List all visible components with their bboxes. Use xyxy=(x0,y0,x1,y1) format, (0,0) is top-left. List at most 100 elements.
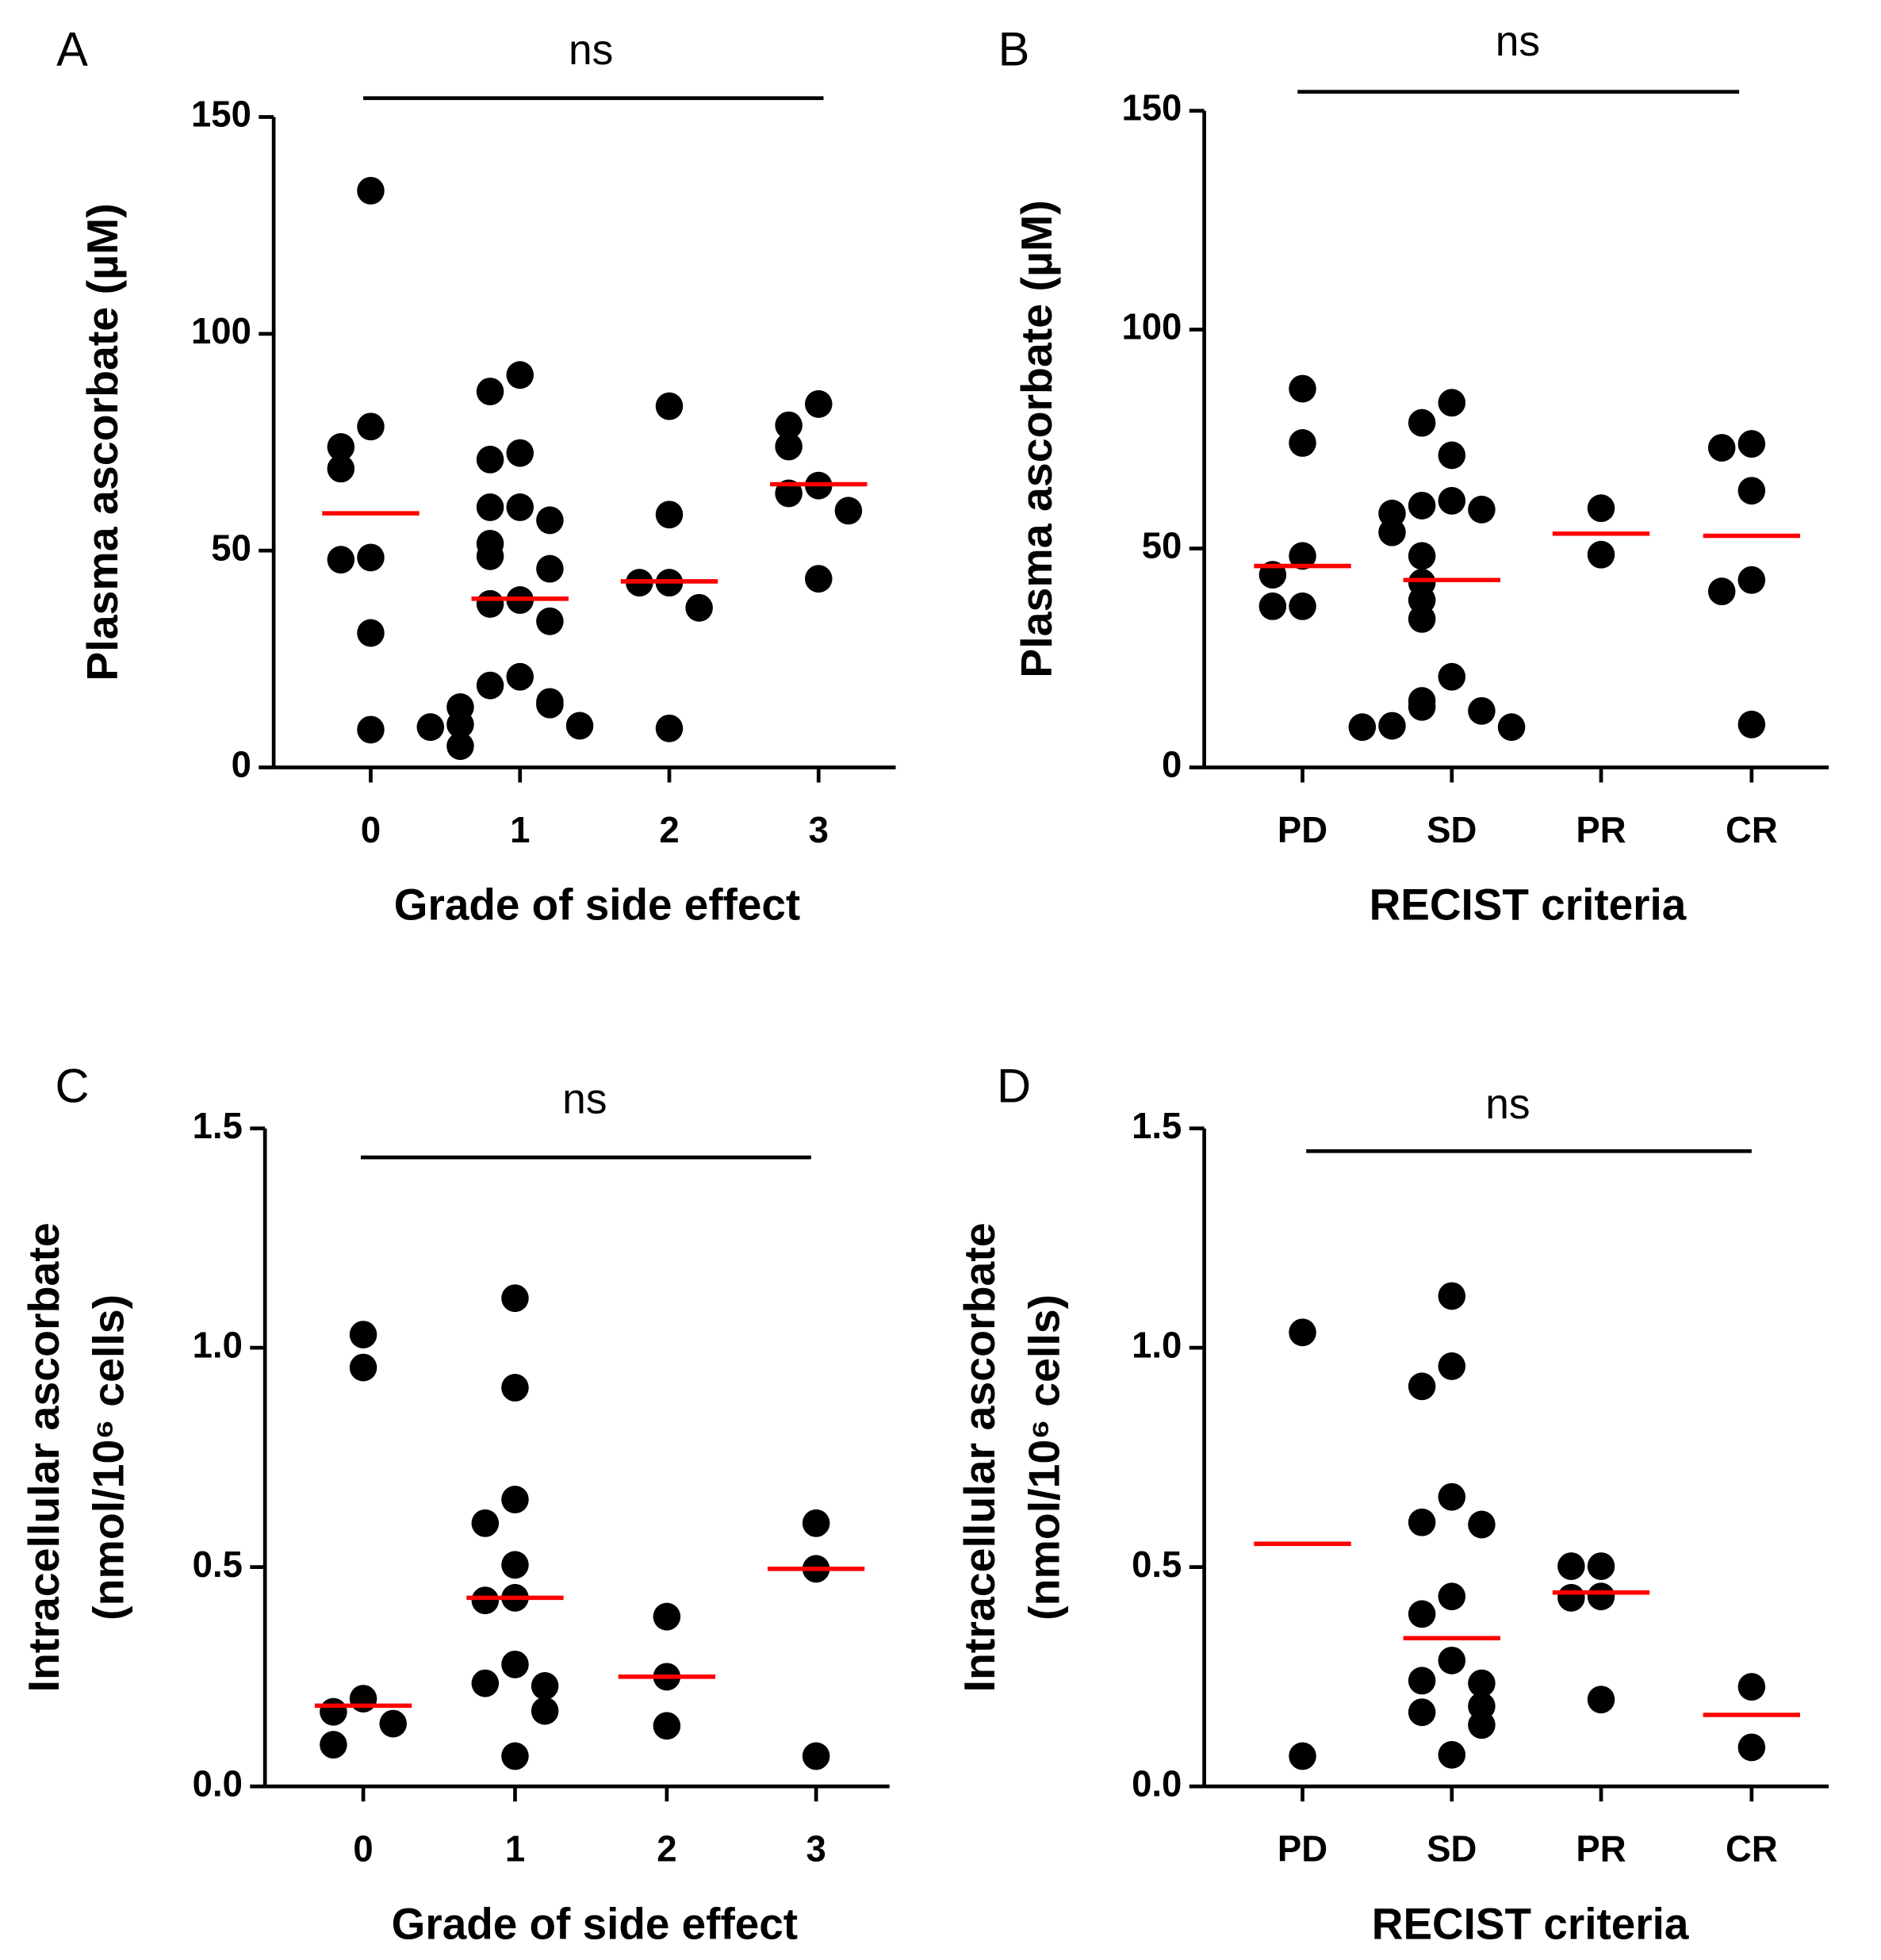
data-point xyxy=(357,412,385,441)
data-point xyxy=(1438,1352,1466,1380)
y-tick-label: 0.0 xyxy=(193,1763,243,1804)
x-tick-label: CR xyxy=(1726,810,1778,850)
data-point xyxy=(357,619,385,647)
data-point xyxy=(501,1650,529,1678)
x-tick-label: 1 xyxy=(510,810,530,850)
data-point xyxy=(357,543,385,572)
panel-label: B xyxy=(998,22,1030,75)
y-tick-label: 1.0 xyxy=(1132,1325,1182,1365)
data-point xyxy=(536,690,564,719)
data-point xyxy=(655,714,684,742)
data-point xyxy=(1408,1667,1436,1695)
x-tick-label: SD xyxy=(1427,1829,1477,1870)
x-axis-label: Grade of side effect xyxy=(392,1899,798,1948)
data-point xyxy=(1408,1698,1436,1727)
data-point xyxy=(1737,1673,1766,1701)
data-point xyxy=(805,565,833,593)
y-tick-label: 0.5 xyxy=(193,1544,243,1585)
data-point xyxy=(1408,542,1436,570)
y-tick-label: 1.5 xyxy=(193,1106,243,1146)
data-point xyxy=(476,542,504,570)
data-point xyxy=(775,432,803,461)
significance-label: ns xyxy=(562,1075,607,1122)
significance-label: ns xyxy=(1485,1080,1530,1128)
data-point xyxy=(1468,1711,1496,1739)
data-point xyxy=(446,732,474,761)
data-point xyxy=(320,1731,347,1759)
y-tick-label: 0.5 xyxy=(1132,1544,1182,1585)
data-point xyxy=(1438,662,1466,691)
data-point xyxy=(501,1486,529,1513)
significance-label: ns xyxy=(1496,17,1540,64)
data-point xyxy=(1468,696,1496,725)
data-point xyxy=(1468,1510,1496,1539)
x-tick-label: CR xyxy=(1726,1829,1778,1870)
data-point xyxy=(1587,1686,1615,1714)
data-point xyxy=(1438,389,1466,417)
x-tick-label: 0 xyxy=(361,810,381,850)
y-tick-label: 100 xyxy=(191,311,251,351)
data-point xyxy=(349,1321,377,1348)
significance-label: ns xyxy=(569,26,613,74)
data-point xyxy=(1737,430,1766,458)
data-point xyxy=(1408,604,1436,633)
data-point xyxy=(1408,1372,1436,1401)
data-point xyxy=(327,546,355,574)
x-tick-label: 3 xyxy=(809,810,829,850)
data-point xyxy=(1408,491,1436,520)
data-point xyxy=(416,713,445,742)
x-tick-label: PR xyxy=(1576,1829,1626,1870)
data-point xyxy=(501,1742,529,1770)
data-point xyxy=(565,712,594,740)
data-point xyxy=(1438,441,1466,470)
data-point xyxy=(685,593,713,622)
data-point xyxy=(1468,1669,1496,1697)
data-point xyxy=(501,1284,529,1313)
data-point xyxy=(775,411,803,439)
data-point xyxy=(655,392,684,420)
data-point xyxy=(1258,592,1287,620)
data-point xyxy=(501,1374,529,1402)
data-point xyxy=(476,589,504,618)
data-point xyxy=(1737,1733,1766,1762)
data-point xyxy=(506,662,534,691)
data-point xyxy=(1707,577,1736,606)
data-point xyxy=(476,671,504,700)
y-tick-label: 1.0 xyxy=(193,1325,243,1365)
y-tick-label: 0.0 xyxy=(1132,1763,1182,1804)
data-point xyxy=(1348,713,1377,742)
x-axis-label: Grade of side effect xyxy=(394,880,800,929)
y-tick-label: 100 xyxy=(1121,306,1182,347)
data-point xyxy=(536,607,564,635)
data-point xyxy=(1289,374,1316,403)
data-point xyxy=(1557,1583,1585,1612)
data-point xyxy=(536,506,564,535)
y-axis-label: Plasma ascorbate (µM) xyxy=(1012,200,1061,677)
data-point xyxy=(1408,408,1436,437)
data-point xyxy=(1378,518,1406,547)
data-point xyxy=(471,1669,500,1697)
data-point xyxy=(1438,1582,1466,1611)
data-point xyxy=(1587,1582,1615,1611)
x-axis-label: RECIST criteria xyxy=(1370,880,1688,929)
y-tick-label: 150 xyxy=(1121,87,1182,128)
data-point xyxy=(1438,486,1466,515)
y-tick-label: 1.5 xyxy=(1132,1106,1182,1146)
data-point xyxy=(653,1602,681,1631)
y-tick-label: 50 xyxy=(1142,525,1182,566)
data-point xyxy=(506,493,534,521)
data-point xyxy=(1707,434,1736,462)
data-point xyxy=(471,1586,500,1615)
data-point xyxy=(320,1697,347,1726)
data-point xyxy=(805,389,833,418)
data-point xyxy=(501,1551,529,1579)
data-point xyxy=(476,378,504,405)
data-point xyxy=(1587,494,1615,523)
data-point xyxy=(531,1697,559,1725)
data-point xyxy=(476,445,504,474)
data-point xyxy=(446,710,474,738)
y-tick-label: 150 xyxy=(191,94,251,134)
y-axis-label: Intracellular ascorbate xyxy=(19,1222,68,1692)
data-point xyxy=(327,433,355,461)
